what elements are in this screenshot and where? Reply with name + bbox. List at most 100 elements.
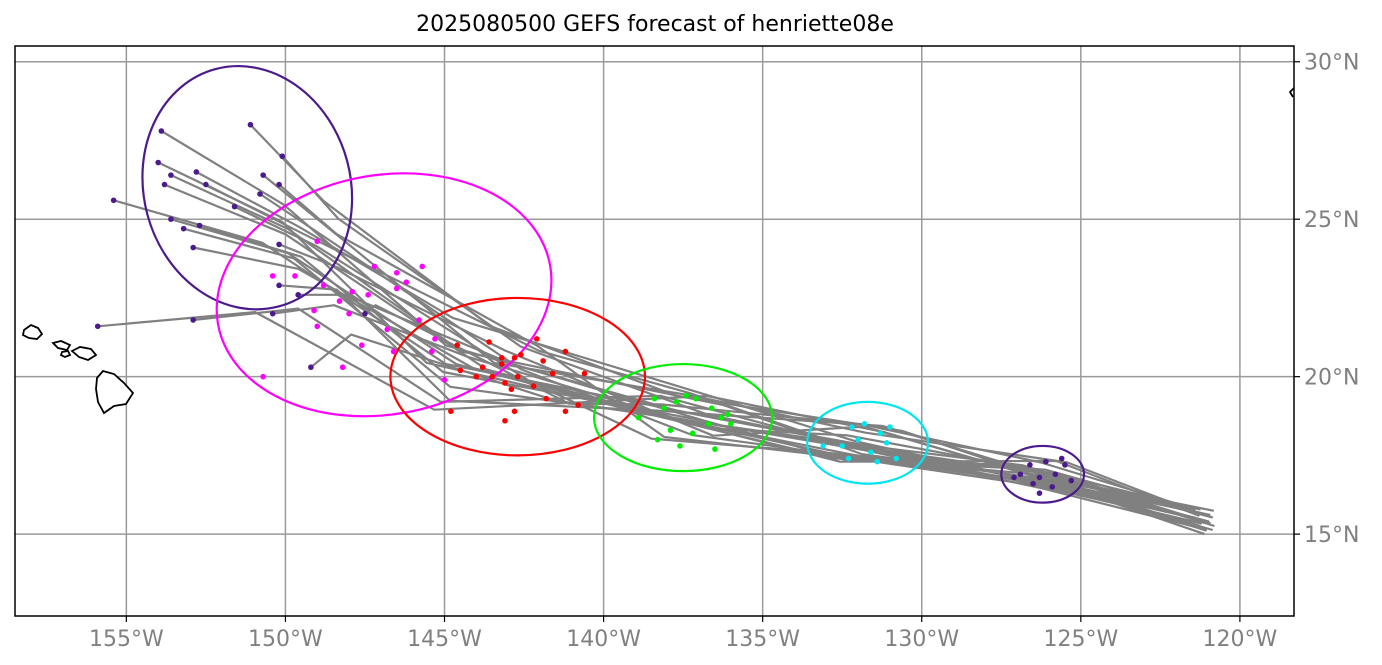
ensemble-track [279,284,1208,532]
ensemble-position [292,273,298,279]
ensemble-position [708,405,715,411]
ensemble-position [94,323,101,330]
ensemble-position [454,342,461,348]
ensemble-position [384,326,391,333]
ensemble-position [231,203,238,210]
ensemble-position [473,373,480,380]
ensemble-track [97,311,1200,527]
ensemble-position [308,364,314,371]
ensemble-position [502,417,508,424]
ensemble-position [358,342,365,348]
axis-ticks: 155°W 150°W 145°W 140°W 135°W 130°W 125°W 120°W… [89,51,1359,652]
x-tick-label: 120°W [1203,627,1278,652]
ensemble-position [161,181,168,188]
ensemble-position [705,421,712,427]
ensemble-position [511,408,518,415]
ensemble-position [1049,484,1055,490]
ensemble-position [839,443,846,449]
ensemble-position [203,181,209,188]
ensemble-position [893,455,900,462]
ensemble-position [416,317,422,323]
gridlines [15,46,1294,616]
ensemble-position [260,172,266,178]
y-tick-label: 15°N [1304,523,1359,548]
ensemble-position [1036,474,1043,481]
map-frame [14,45,1295,617]
ensemble-position [562,348,569,355]
ensemble-position [441,377,448,383]
ensemble-position [511,354,518,361]
ensemble-position [514,373,521,380]
ensemble-position [673,399,680,405]
map-background [15,46,1294,616]
ensemble-position [1036,490,1043,496]
ensemble-position [1043,458,1049,465]
ensemble-position [432,336,438,342]
x-tick-label: 150°W [248,627,323,652]
ensemble-position [1011,474,1017,481]
ensemble-position [457,367,464,374]
ensemble-position [874,458,881,465]
ensemble-position [448,408,454,415]
ensemble-position [677,443,683,449]
ensemble-position [349,288,356,295]
ensemble-position [295,291,301,298]
ensemble-position [339,364,346,371]
ensemble-position [661,405,667,411]
ensemble-position [196,222,203,229]
ensemble-position [861,421,868,427]
ensemble-position [269,273,276,279]
uncertainty-ellipse [1000,444,1086,504]
ensemble-position [654,436,661,443]
ensemble-position [110,197,117,204]
ensemble-position [845,455,852,462]
ensemble-position [508,386,515,393]
coast-fragment [1288,87,1294,98]
island-lanai [59,350,72,358]
ensemble-position [260,373,266,380]
uncertainty-ellipse [141,64,354,311]
ensemble-position [314,323,321,330]
ensemble-position [693,395,699,402]
ensemble-position [1052,471,1059,478]
ensemble-position [848,424,855,430]
ensemble-position [1030,480,1036,487]
ensemble-position [276,282,282,289]
x-tick-label: 125°W [1043,627,1118,652]
x-tick-label: 145°W [407,627,482,652]
ensemble-position [724,411,731,418]
ensemble-position [371,263,378,270]
ensemble-position [314,238,321,245]
ensemble-position [393,269,400,276]
ensemble-position [1058,455,1065,462]
ensemble-position [247,121,254,128]
ensemble-position [390,348,397,355]
ensemble-position [1062,462,1068,468]
ensemble-position [651,395,658,402]
x-tick-label: 135°W [725,627,800,652]
x-tick-label: 155°W [89,627,164,652]
chart-title: 2025080500 GEFS forecast of henriette08e [416,12,894,37]
ensemble-position [883,439,890,446]
ensemble-position [479,364,486,371]
ensemble-position [362,310,368,317]
ensemble-position [877,430,884,437]
ensemble-position [193,169,200,175]
ensemble-position [419,263,426,270]
ensemble-position [689,430,696,437]
ensemble-position [635,414,642,421]
ensemble-position [155,159,161,166]
coastlines [21,87,1294,415]
x-tick-label: 140°W [566,627,641,652]
y-tick-label: 30°N [1304,51,1359,76]
island-hawaii [95,369,135,415]
ensemble-position [530,383,537,389]
ensemble-position [320,282,327,289]
island-kauai [21,323,44,340]
ensemble-track [272,304,1200,517]
ensemble-position [393,285,400,292]
ensemble-track [193,307,1210,523]
y-tick-label: 20°N [1304,366,1359,391]
ensemble-position [1027,462,1033,468]
